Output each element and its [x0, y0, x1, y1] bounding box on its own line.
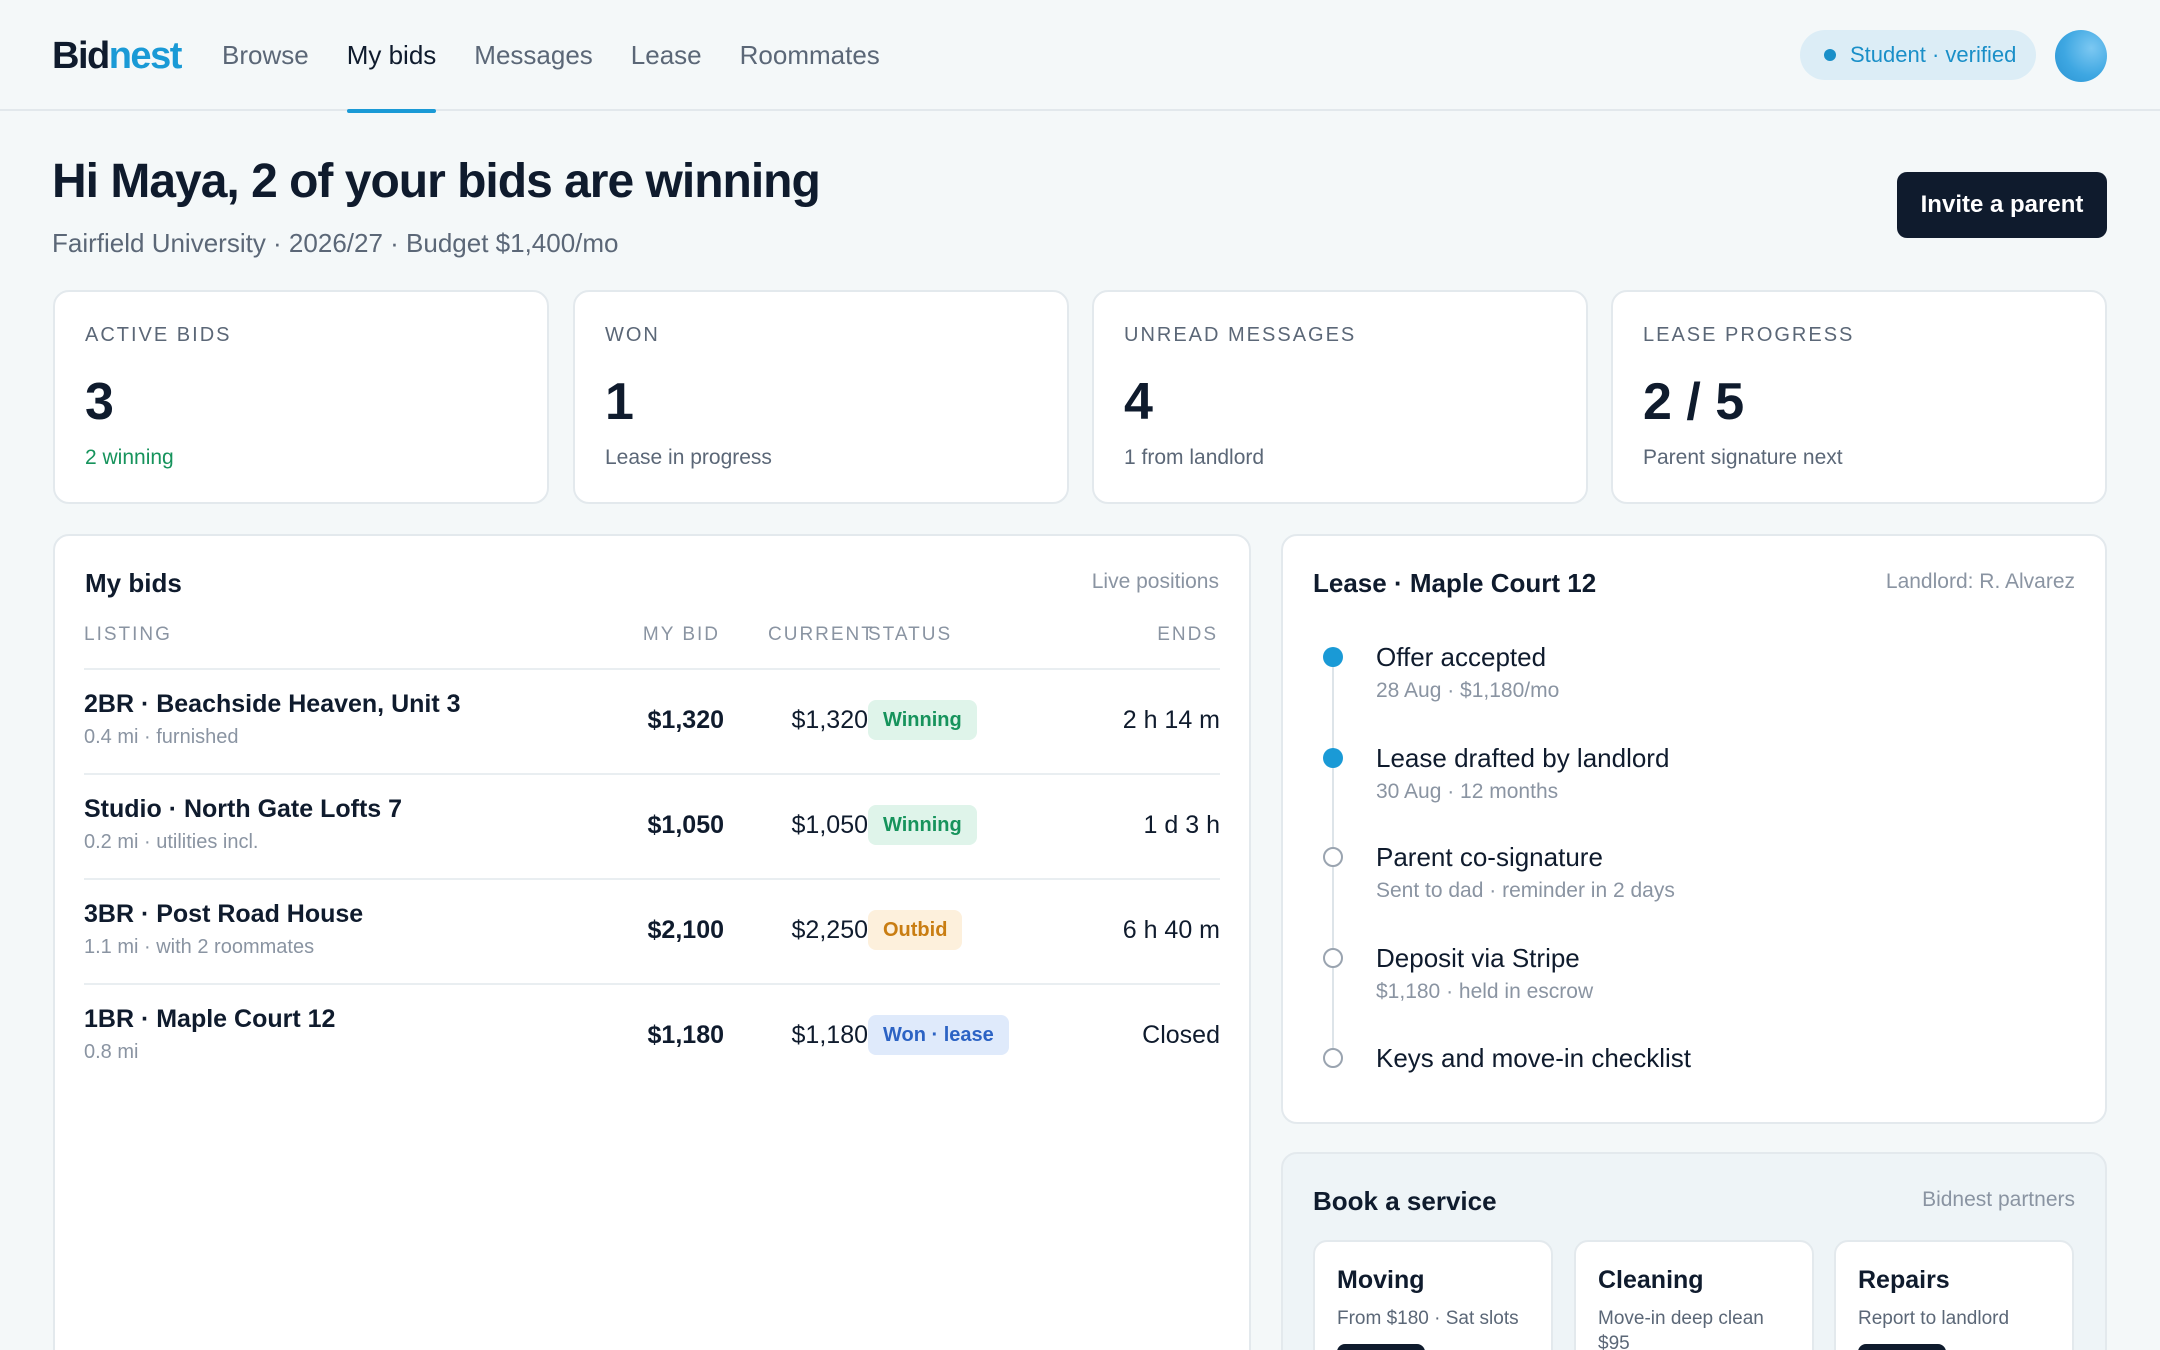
verified-status-badge: Student · verified — [1800, 30, 2036, 80]
step-title: Offer accepted — [1376, 642, 1547, 672]
logo-part-nest: nest — [108, 35, 183, 77]
page-title: Hi Maya, 2 of your bids are winning — [52, 155, 821, 208]
main-nav: Browse My bids Messages Lease Roommates — [222, 0, 918, 113]
step-subtitle: 30 Aug · 12 months — [1376, 780, 1559, 803]
service-card-repairs[interactable]: Repairs Report to landlord — [1834, 1240, 2074, 1350]
listing-name: 2BR · Beachside Heaven, Unit 3 — [84, 690, 461, 718]
service-title: Moving — [1337, 1266, 1425, 1294]
stat-note: 2 winning — [85, 446, 174, 469]
step-title: Deposit via Stripe — [1376, 943, 1580, 973]
step-pending-icon — [1323, 948, 1343, 968]
bidnest-logo[interactable]: Bidnest — [52, 32, 183, 80]
listing-meta: 1.1 mi · with 2 roommates — [84, 936, 315, 958]
stat-card-won: WON 1 Lease in progress — [573, 290, 1069, 504]
report-repair-button[interactable] — [1858, 1344, 1946, 1350]
book-service-title: Book a service — [1313, 1186, 1497, 1216]
nav-lease[interactable]: Lease — [630, 40, 702, 70]
listing-name: Studio · North Gate Lofts 7 — [84, 795, 403, 823]
table-row[interactable]: 2BR · Beachside Heaven, Unit 3 0.4 mi · … — [84, 668, 1220, 772]
my-bid-value: $1,180 — [647, 1021, 724, 1049]
stat-value: 3 — [85, 373, 114, 431]
ends-value: 1 d 3 h — [1143, 811, 1220, 839]
lease-panel — [1281, 534, 2107, 1124]
stat-note: Parent signature next — [1643, 446, 1843, 469]
service-subtitle: Move-in deep clean $95 — [1598, 1308, 1764, 1350]
stat-label: LEASE PROGRESS — [1643, 324, 1855, 346]
stat-note: Lease in progress — [605, 446, 772, 469]
my-bid-value: $2,100 — [647, 916, 724, 944]
step-title: Lease drafted by landlord — [1376, 743, 1670, 773]
ends-value: Closed — [1142, 1021, 1220, 1049]
page-subtitle: Fairfield University · 2026/27 · Budget … — [52, 228, 619, 258]
ends-value: 6 h 40 m — [1122, 916, 1220, 944]
lease-panel-title: Lease · Maple Court 12 — [1313, 568, 1597, 598]
service-title: Repairs — [1858, 1266, 1950, 1294]
nav-browse[interactable]: Browse — [222, 40, 309, 70]
step-pending-icon — [1323, 847, 1343, 867]
current-bid-value: $1,050 — [791, 811, 868, 839]
current-bid-value: $1,180 — [791, 1021, 868, 1049]
ends-value: 2 h 14 m — [1122, 706, 1220, 734]
my-bid-value: $1,050 — [647, 811, 724, 839]
my-bids-panel — [53, 534, 1251, 1350]
step-subtitle: $1,180 · held in escrow — [1376, 980, 1594, 1003]
service-subtitle: From $180 · Sat slots — [1337, 1308, 1519, 1329]
stat-label: ACTIVE BIDS — [85, 324, 232, 346]
service-title: Cleaning — [1598, 1266, 1704, 1294]
status-badge: Winning — [868, 700, 977, 740]
step-complete-icon — [1323, 748, 1343, 768]
stat-label: WON — [605, 324, 660, 346]
status-badge: Won · lease — [868, 1015, 1009, 1055]
column-header-current: CURRENT — [768, 624, 875, 645]
current-bid-value: $1,320 — [791, 706, 868, 734]
service-card-cleaning[interactable]: Cleaning Move-in deep clean $95 — [1574, 1240, 1814, 1350]
stat-card-unread-messages: UNREAD MESSAGES 4 1 from landlord — [1092, 290, 1588, 504]
partners-label: Bidnest partners — [1922, 1188, 2075, 1211]
logo-part-bid: Bid — [52, 35, 110, 77]
step-pending-icon — [1323, 1048, 1343, 1068]
table-row[interactable]: 3BR · Post Road House 1.1 mi · with 2 ro… — [84, 878, 1220, 982]
book-moving-button[interactable] — [1337, 1344, 1425, 1350]
listing-meta: 0.8 mi — [84, 1041, 139, 1063]
live-positions-label: Live positions — [1091, 570, 1219, 593]
listing-name: 3BR · Post Road House — [84, 900, 364, 928]
current-bid-value: $2,250 — [791, 916, 868, 944]
status-badge: Winning — [868, 805, 977, 845]
stat-value: 2 / 5 — [1643, 373, 1745, 431]
stat-card-active-bids: ACTIVE BIDS 3 2 winning — [53, 290, 549, 504]
landlord-label: Landlord: R. Alvarez — [1885, 570, 2075, 593]
step-title: Keys and move-in checklist — [1376, 1043, 1692, 1073]
step-title: Parent co-signature — [1376, 842, 1603, 872]
service-subtitle: Report to landlord — [1858, 1308, 2010, 1329]
stat-value: 4 — [1124, 373, 1153, 431]
listing-name: 1BR · Maple Court 12 — [84, 1005, 336, 1033]
status-dot-icon — [1824, 49, 1836, 61]
nav-roommates[interactable]: Roommates — [739, 40, 880, 70]
table-row[interactable]: Studio · North Gate Lofts 7 0.2 mi · uti… — [84, 773, 1220, 877]
stat-value: 1 — [605, 373, 634, 431]
invite-parent-button[interactable]: Invite a parent — [1897, 172, 2107, 238]
step-subtitle: 28 Aug · $1,180/mo — [1376, 679, 1560, 702]
user-avatar[interactable] — [2055, 30, 2107, 82]
my-bid-value: $1,320 — [647, 706, 724, 734]
stat-label: UNREAD MESSAGES — [1124, 324, 1357, 346]
stat-note: 1 from landlord — [1124, 446, 1265, 469]
my-bids-title: My bids — [85, 568, 182, 598]
step-subtitle: Sent to dad · reminder in 2 days — [1376, 879, 1675, 902]
nav-my-bids[interactable]: My bids — [346, 0, 436, 113]
verified-status-label: Student · verified — [1850, 42, 2017, 67]
listing-meta: 0.4 mi · furnished — [84, 726, 239, 748]
column-header-ends: ENDS — [1157, 624, 1218, 645]
table-row[interactable]: 1BR · Maple Court 12 0.8 mi $1,180 $1,18… — [84, 983, 1220, 1087]
service-card-moving[interactable]: Moving From $180 · Sat slots — [1313, 1240, 1553, 1350]
column-header-my-bid: MY BID — [642, 624, 720, 645]
top-nav-bar: Bidnest Browse My bids Messages Lease Ro… — [0, 0, 2160, 113]
status-badge: Outbid — [868, 910, 963, 950]
listing-meta: 0.2 mi · utilities incl. — [84, 831, 259, 853]
step-complete-icon — [1323, 647, 1343, 667]
column-header-status: STATUS — [868, 624, 953, 645]
column-header-listing: LISTING — [84, 624, 172, 645]
nav-messages[interactable]: Messages — [474, 40, 593, 70]
stat-card-lease-progress: LEASE PROGRESS 2 / 5 Parent signature ne… — [1611, 290, 2107, 504]
